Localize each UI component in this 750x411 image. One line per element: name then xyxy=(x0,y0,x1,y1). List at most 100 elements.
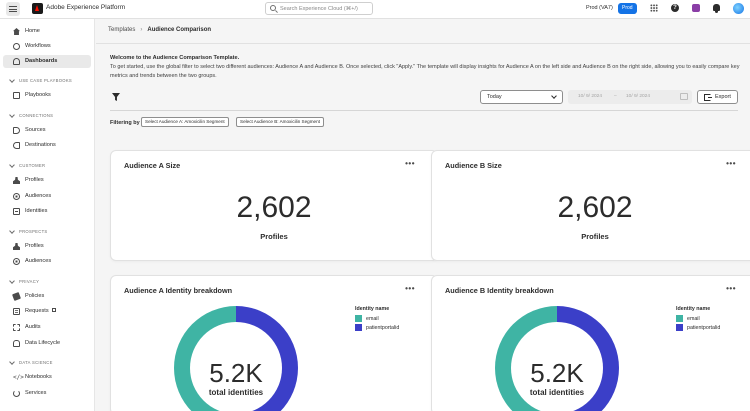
audience-b-size-value: 2,602 xyxy=(432,191,750,225)
identity-donut-b: 5.2K total identities xyxy=(495,306,619,411)
audits-icon xyxy=(13,324,20,331)
breadcrumb-templates[interactable]: Templates xyxy=(108,27,135,33)
legend-swatch xyxy=(676,315,683,322)
sidebar-item-dashboards[interactable]: Dashboards xyxy=(3,55,91,68)
sidebar-item-label: Policies xyxy=(25,293,44,299)
bell-icon[interactable] xyxy=(713,4,720,11)
avatar[interactable] xyxy=(733,3,744,14)
sidebar-item-audiences[interactable]: Audiences xyxy=(3,190,91,203)
external-link-icon xyxy=(52,308,56,312)
section-customer[interactable]: CUSTOMER xyxy=(11,163,45,168)
export-button[interactable]: Export xyxy=(697,90,738,104)
legend-title: Identity name xyxy=(355,306,399,312)
card-title: Audience B Identity breakdown xyxy=(445,286,554,295)
intro-title: Welcome to the Audience Comparison Templ… xyxy=(110,55,239,61)
legend-item-email[interactable]: email xyxy=(355,315,399,324)
section-data-science[interactable]: DATA SCIENCE xyxy=(11,360,53,365)
identities-icon xyxy=(13,208,20,215)
sidebar-item-services[interactable]: Services xyxy=(3,387,91,400)
sidebar-item-workflows[interactable]: Workflows xyxy=(3,40,91,53)
search-box[interactable] xyxy=(265,2,373,15)
card-title: Audience A Identity breakdown xyxy=(124,286,232,295)
sidebar-item-playbooks[interactable]: Playbooks xyxy=(3,89,91,102)
requests-icon xyxy=(13,308,20,315)
help-icon[interactable]: ? xyxy=(671,4,679,12)
filter-chip-audience-a[interactable]: Select Audience A: Amoxicilin Segment xyxy=(141,117,229,127)
notebooks-icon: </> xyxy=(13,374,20,381)
donut-hole: 5.2K total identities xyxy=(190,322,282,411)
audience-b-identity-card: Audience B Identity breakdown ••• 5.2K t… xyxy=(431,275,750,411)
identity-legend: Identity name email patientportalid xyxy=(676,306,720,333)
donut-hole: 5.2K total identities xyxy=(511,322,603,411)
filter-icon[interactable] xyxy=(112,93,120,101)
audiences-icon xyxy=(13,258,20,265)
sandbox-name[interactable]: Prod (VA7) xyxy=(586,5,613,11)
legend-swatch xyxy=(676,324,683,331)
audience-a-size-value: 2,602 xyxy=(111,191,437,225)
sidebar-item-destinations[interactable]: Destinations xyxy=(3,139,91,152)
breadcrumb-current: Audience Comparison xyxy=(147,27,211,33)
more-options-icon[interactable]: ••• xyxy=(726,284,736,293)
workflows-icon xyxy=(13,43,20,50)
legend-label: patientportalid xyxy=(687,325,720,331)
sidebar-item-label-wrap: Requests xyxy=(25,308,56,314)
app-title[interactable]: Adobe Experience Platform xyxy=(46,4,125,11)
sources-icon xyxy=(13,127,20,134)
more-options-icon[interactable]: ••• xyxy=(405,284,415,293)
sidebar-item-profiles[interactable]: Profiles xyxy=(3,174,91,187)
header-divider xyxy=(96,43,750,44)
card-title: Audience B Size xyxy=(445,161,502,170)
sidebar-item-notebooks[interactable]: </> Notebooks xyxy=(3,371,91,384)
sidebar-item-prospect-audiences[interactable]: Audiences xyxy=(3,255,91,268)
legend-item-patientportalid[interactable]: patientportalid xyxy=(355,324,399,333)
sidebar-item-label: Audiences xyxy=(25,258,51,264)
sidebar-item-requests[interactable]: Requests xyxy=(3,305,91,318)
sidebar-item-data-lifecycle[interactable]: Data Lifecycle xyxy=(3,337,91,350)
section-connections[interactable]: CONNECTIONS xyxy=(11,113,53,118)
adobe-logo-icon[interactable] xyxy=(32,3,43,14)
legend-item-patientportalid[interactable]: patientportalid xyxy=(676,324,720,333)
filter-divider xyxy=(110,110,738,111)
sidebar-item-label: Dashboards xyxy=(25,58,57,64)
sidebar-item-label: Workflows xyxy=(25,43,51,49)
calendar-icon[interactable] xyxy=(680,93,688,100)
search-input[interactable] xyxy=(280,4,372,13)
sidebar-item-label: Profiles xyxy=(25,177,44,183)
audience-b-size-label: Profiles xyxy=(432,232,750,241)
date-separator: – xyxy=(614,94,617,99)
total-identities-label: total identities xyxy=(190,388,282,397)
sidebar: Home Workflows Dashboards USE CASE PLAYB… xyxy=(0,19,95,411)
filtering-by-label: Filtering by xyxy=(110,120,140,126)
audiences-icon xyxy=(13,193,20,200)
section-use-case-playbooks[interactable]: USE CASE PLAYBOOKS xyxy=(11,78,72,83)
date-preset-select[interactable]: Today xyxy=(480,90,563,104)
sidebar-item-policies[interactable]: Policies xyxy=(3,290,91,303)
section-prospects[interactable]: PROSPECTS xyxy=(11,229,48,234)
section-privacy[interactable]: PRIVACY xyxy=(11,279,39,284)
date-end[interactable]: 10/ 9/ 2024 xyxy=(626,94,650,99)
date-range-field[interactable]: 10/ 9/ 2024 – 10/ 9/ 2024 xyxy=(568,90,692,104)
environment-badge[interactable]: Prod xyxy=(618,3,637,14)
data-lifecycle-icon xyxy=(13,340,20,347)
sidebar-item-prospect-profiles[interactable]: Profiles xyxy=(3,240,91,253)
search-icon xyxy=(270,5,276,11)
date-start[interactable]: 10/ 9/ 2024 xyxy=(578,94,602,99)
sidebar-item-audits[interactable]: Audits xyxy=(3,321,91,334)
sidebar-item-home[interactable]: Home xyxy=(3,25,91,38)
sidebar-item-sources[interactable]: Sources xyxy=(3,124,91,137)
more-options-icon[interactable]: ••• xyxy=(726,159,736,168)
sidebar-item-identities[interactable]: Identities xyxy=(3,205,91,218)
more-options-icon[interactable]: ••• xyxy=(405,159,415,168)
menu-icon[interactable] xyxy=(6,2,20,16)
legend-item-email[interactable]: email xyxy=(676,315,720,324)
feedback-icon[interactable] xyxy=(692,4,700,12)
filter-chip-audience-b[interactable]: Select Audience B: Amoxicilin Segment xyxy=(236,117,324,127)
legend-label: email xyxy=(366,316,379,322)
app-switcher-icon[interactable] xyxy=(650,4,658,12)
sidebar-item-label: Profiles xyxy=(25,243,44,249)
legend-swatch xyxy=(355,324,362,331)
audience-a-size-label: Profiles xyxy=(111,232,437,241)
top-bar: Adobe Experience Platform Prod (VA7) Pro… xyxy=(0,0,750,19)
sidebar-item-label: Playbooks xyxy=(25,92,51,98)
total-identities-value: 5.2K xyxy=(511,358,603,389)
